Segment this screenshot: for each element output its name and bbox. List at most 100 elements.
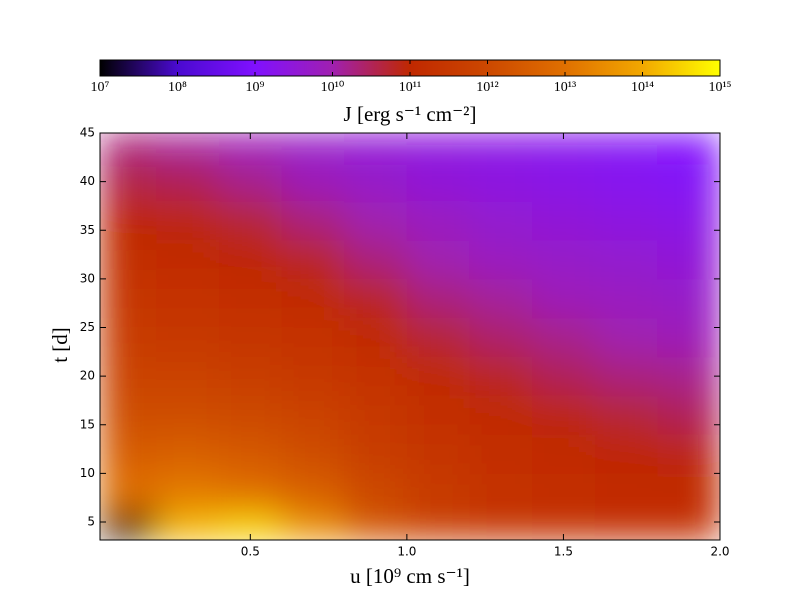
heatmap-cell [594,512,658,540]
heatmap-cell [406,239,470,280]
heatmap [100,133,720,540]
heatmap-cell [532,317,596,358]
heatmap-cell [156,395,220,435]
heatmap-cell [469,317,533,358]
plot-frame [99,132,721,541]
heatmap-cell [156,133,220,163]
heatmap-cell [532,162,596,202]
heatmap-cell [657,356,720,397]
heatmap-cell [156,162,220,202]
heatmap-cell [281,395,345,435]
heatmap-cell [156,201,220,241]
colorbar-tick-label: 10¹¹ [399,80,421,95]
heatmap-cell [532,473,596,513]
heatmap-cell [100,434,157,474]
heatmap-cell [406,473,470,513]
heatmap-cell [281,356,345,397]
heatmap-cell [218,317,283,358]
colorbar-tick-label: 10⁸ [168,80,187,95]
heatmap-cell [657,239,720,280]
heatmap-cell [657,133,720,163]
heatmap-cell [344,133,408,163]
heatmap-cell [344,239,408,280]
heatmap-cell [594,434,658,474]
heatmap-cell [532,395,596,435]
y-tick-label: 45 [80,126,95,140]
heatmap-cell [100,162,157,202]
x-tick-label: 1.0 [397,545,416,559]
heatmap-cell [469,473,533,513]
heatmap-cell [100,356,157,397]
heatmap-cell [406,512,470,540]
y-tick-label: 25 [80,320,95,334]
heatmap-cell [218,356,283,397]
heatmap-cell [594,356,658,397]
y-tick-label: 15 [80,417,95,431]
heatmap-cell [344,201,408,241]
heatmap-cell [406,395,470,435]
colorbar-tick-label: 10¹⁵ [708,80,731,95]
heatmap-cell [469,201,533,241]
colorbar-tick-label: 10¹⁴ [631,80,654,95]
heatmap-cell [594,278,658,319]
colorbar-tick-label: 10⁷ [91,80,110,95]
heatmap-cell [156,239,220,280]
heatmap-cell [406,201,470,241]
heatmap-cell [100,278,157,319]
heatmap-cell [594,201,658,241]
heatmap-cell [406,162,470,202]
heatmap-cell [469,434,533,474]
heatmap-cell [218,395,283,435]
heatmap-cell [344,395,408,435]
heatmap-cell [281,512,345,540]
heatmap-cell [218,201,283,241]
heatmap-cell [406,278,470,319]
heatmap-cell [657,201,720,241]
heatmap-cell [469,162,533,202]
heatmap-cell [406,317,470,358]
heatmap-cell [657,473,720,513]
y-tick-label: 20 [80,369,95,383]
heatmap-cell [344,278,408,319]
colorbar-tick-label: 10¹⁰ [321,80,345,95]
x-tick-label: 2.0 [710,545,729,559]
heatmap-cell [657,395,720,435]
heatmap-cell [281,434,345,474]
heatmap-cell [594,133,658,163]
heatmap-cell [281,239,345,280]
heatmap-cell [281,317,345,358]
heatmap-cell [657,162,720,202]
heatmap-cell [657,278,720,319]
heatmap-cell [281,278,345,319]
colorbar-label: J [erg s⁻¹ cm⁻²] [344,102,477,126]
heatmap-cell [218,278,283,319]
heatmap-cell [218,473,283,513]
y-tick-label: 10 [80,466,95,480]
colorbar-tick-label: 10¹³ [554,80,576,95]
heatmap-cell [156,512,220,540]
heatmap-cell [469,239,533,280]
heatmap-cell [156,278,220,319]
heatmap-cell [100,473,157,513]
heatmap-cell [594,395,658,435]
heatmap-cell [532,278,596,319]
heatmap-cell [218,434,283,474]
heatmap-cell [469,133,533,163]
y-tick-label: 40 [80,174,95,188]
heatmap-cell [594,317,658,358]
heatmap-cell [218,239,283,280]
heatmap-cell [100,395,157,435]
heatmap-cell [594,239,658,280]
y-tick-label: 30 [80,271,95,285]
heatmap-cell [469,512,533,540]
heatmap-cell [344,512,408,540]
heatmap-cell [406,356,470,397]
heatmap-cell [344,356,408,397]
heatmap-cell [281,201,345,241]
heatmap-cell [406,133,470,163]
heatmap-cell [532,239,596,280]
x-tick-label: 0.5 [241,545,260,559]
heatmap-cell [344,473,408,513]
heatmap-cell [657,512,720,540]
heatmap-cell [344,434,408,474]
